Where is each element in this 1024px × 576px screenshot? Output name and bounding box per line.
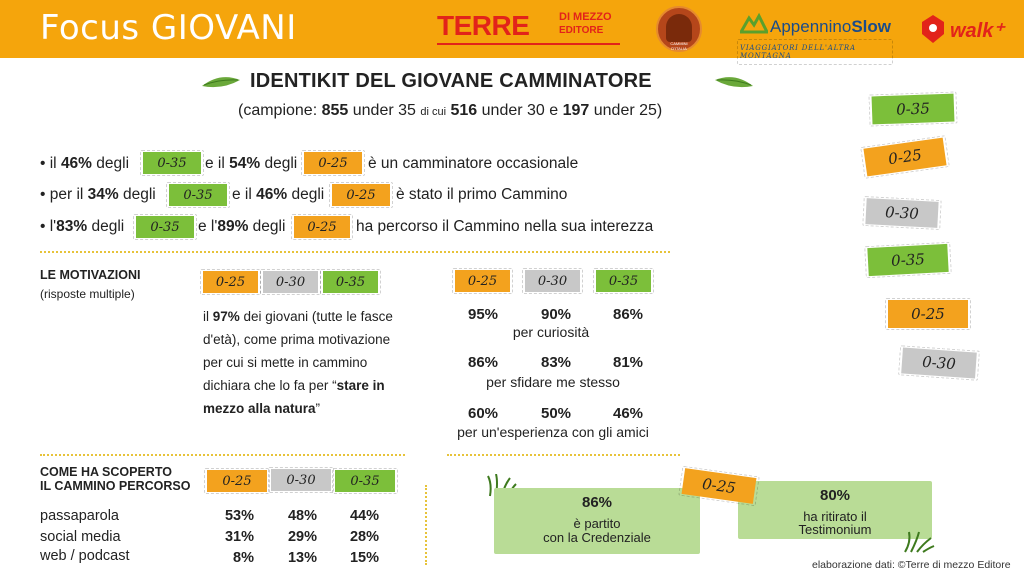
divider [425,485,427,565]
age-tag-0-35: 0-35 [166,182,230,208]
leaf-right-icon [715,77,753,88]
source-value: 53% [224,508,254,524]
age-tag-0-30: 0-30 [268,467,334,493]
age-tag-0-25: 0-25 [301,150,365,176]
age-tag-0-35: 0-35 [593,268,654,294]
data-credit: elaborazione dati: ©Terre di mezzo Edito… [812,559,1011,571]
bullet-full-cammino: • l'83% degli [40,218,125,235]
age-tag-0-25: 0-25 [291,214,353,240]
discovery-heading: COME HA SCOPERTO IL CAMMINO PERCORSO [40,465,191,493]
leaf-left-icon [202,77,240,88]
motivations-heading: LE MOTIVAZIONI [40,268,141,282]
age-tag-0-25: 0-25 [204,468,270,494]
credential-card: 86% è partito con la Credenziale [494,488,700,554]
motivation-text: il 97% dei giovani (tutte le fasce d'età… [203,309,393,416]
age-tag-0-30: 0-30 [260,269,321,295]
age-tag-0-35: 0-35 [867,243,949,277]
source-label: web / podcast [40,548,130,564]
motivation-value: 60% [467,405,499,422]
motivation-value: 50% [540,405,572,422]
age-tag-0-30: 0-30 [522,268,583,294]
motivation-value: 86% [467,354,499,371]
grass-icon [487,474,517,497]
motivations-subheading: (risposte multiple) [40,287,135,301]
source-value: 44% [349,508,379,524]
grass-icon [904,531,935,553]
divider [40,251,670,253]
source-value: 13% [287,550,317,566]
source-label: passaparola [40,508,119,524]
cammini-italia-logo: CAMMINI D'ITALIA [656,6,702,52]
source-value: 31% [224,529,254,545]
divider [40,454,405,456]
motivation-value: 83% [540,354,572,371]
source-value: 29% [287,529,317,545]
source-label: social media [40,529,121,545]
map-pin-icon [922,15,944,43]
motivation-value: 90% [540,306,572,323]
age-tag-0-25: 0-25 [200,269,261,295]
age-tag-0-25: 0-25 [329,182,393,208]
age-tag-0-30: 0-30 [865,198,939,228]
divider [447,454,680,456]
motivation-value: 46% [612,405,644,422]
header-bar: Focus GIOVANI TERRE DI MEZZO EDITORE CAM… [0,0,1024,65]
mountain-icon [740,12,768,34]
age-tag-0-35: 0-35 [140,150,204,176]
motivation-value: 86% [612,306,644,323]
motivation-value: 95% [467,306,499,323]
age-tag-0-35: 0-35 [871,93,955,125]
motivation-value: 81% [612,354,644,371]
bullet-occasional: • il 46% degli [40,155,130,172]
main-heading: IDENTIKIT DEL GIOVANE CAMMINATORE [250,70,652,92]
source-value: 28% [349,529,379,545]
age-tag-0-25: 0-25 [885,298,971,330]
age-tag-0-30: 0-30 [901,347,977,379]
bullet-first-cammino: • per il 34% degli [40,186,156,203]
appennino-slow-logo: AppenninoSlow VIAGGIATORI DELL'ALTRA MON… [737,10,893,65]
source-value: 15% [349,550,379,566]
motivation-label: per sfidare me stesso [486,374,620,390]
sample-subtitle: (campione: 855 under 35 di cui 516 under… [238,102,663,119]
motivation-label: per un'esperienza con gli amici [457,424,649,440]
age-tag-0-25: 0-25 [863,137,947,177]
age-tag-0-25: 0-25 [452,268,513,294]
age-tag-0-35: 0-35 [133,214,197,240]
walk-logo: walk⁺ [920,14,1010,48]
motivation-label: per curiosità [512,324,590,340]
terre-di-mezzo-logo: TERRE DI MEZZO EDITORE [437,10,622,48]
age-tag-0-35: 0-35 [320,269,381,295]
age-tag-0-35: 0-35 [332,468,398,494]
source-value: 8% [233,550,254,566]
source-value: 48% [287,508,317,524]
testimonium-card: 80% ha ritirato il Testimonium [738,481,932,539]
page-title: Focus GIOVANI [40,8,297,48]
